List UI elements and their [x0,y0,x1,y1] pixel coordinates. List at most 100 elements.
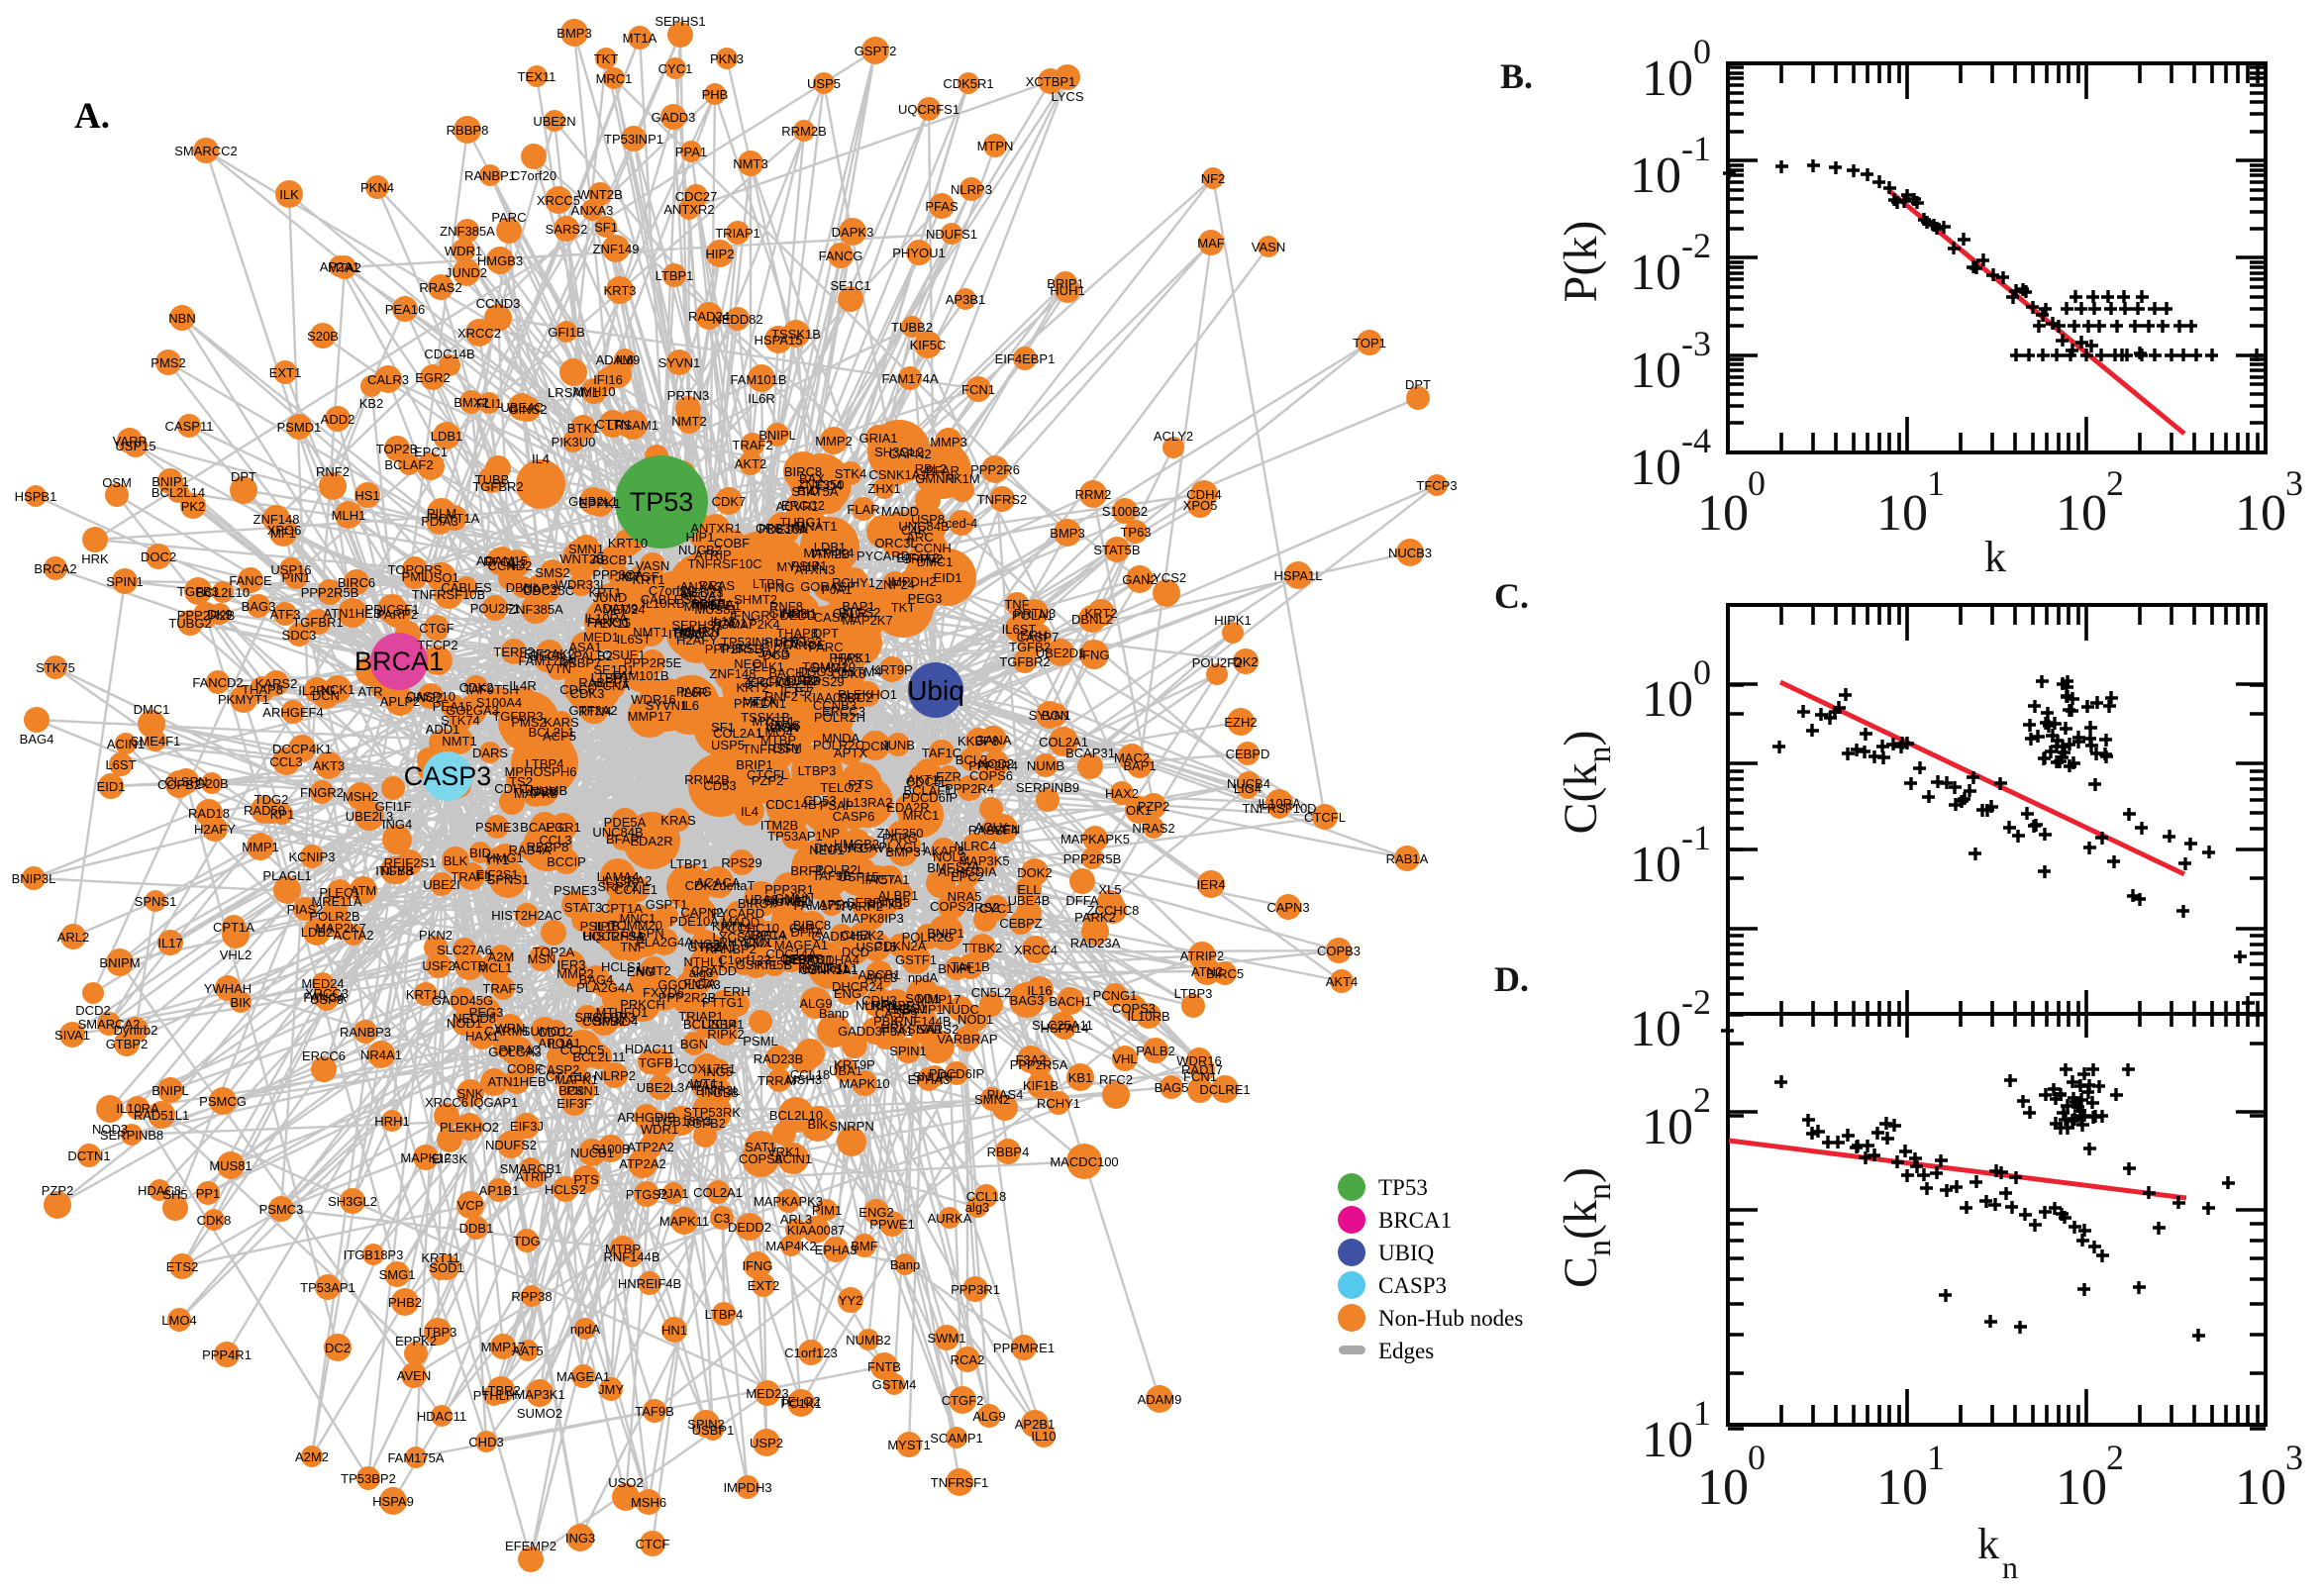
svg-text:PARP2: PARP2 [842,899,883,914]
svg-text:SERPINB9: SERPINB9 [1016,780,1079,795]
svg-text:ITGB8: ITGB8 [375,863,413,878]
svg-text:ING4: ING4 [382,817,412,832]
svg-text:ABCB1: ABCB1 [858,967,901,982]
svg-text:FAM101B: FAM101B [612,668,668,683]
svg-text:FANCD2: FANCD2 [192,675,243,690]
svg-text:CPT1A: CPT1A [601,901,643,916]
svg-text:KRT3: KRT3 [604,283,637,298]
svg-text:PSMC3: PSMC3 [259,1202,304,1217]
svg-text:MPHOSPH6: MPHOSPH6 [505,764,577,779]
svg-text:NMT1: NMT1 [633,625,667,640]
svg-text:IL6ST: IL6ST [617,632,652,647]
svg-text:H2AFY: H2AFY [676,633,718,648]
svg-text:L6ST: L6ST [105,757,136,772]
svg-text:CLSPN: CLSPN [621,926,663,941]
svg-text:SUMO1: SUMO1 [522,1024,567,1039]
svg-text:ITM2B: ITM2B [812,547,850,561]
svg-text:PHB: PHB [702,87,729,102]
svg-text:TP63: TP63 [1120,525,1151,540]
svg-text:CDC25C: CDC25C [523,583,574,598]
svg-text:HS1: HS1 [354,488,379,503]
svg-text:BC3: BC3 [558,1083,583,1098]
svg-text:C1orf123: C1orf123 [718,952,770,967]
svg-text:PIN1: PIN1 [282,570,311,585]
svg-text:BAG4: BAG4 [20,732,54,747]
svg-text:k: k [1977,1520,1999,1568]
svg-text:HMG1: HMG1 [486,850,524,865]
svg-text:DOC2: DOC2 [141,549,176,564]
svg-text:ERCC6: ERCC6 [302,1048,346,1063]
svg-text:RNF2: RNF2 [316,464,350,479]
svg-text:LYCS: LYCS [713,930,746,945]
svg-text:PEG3: PEG3 [469,1005,504,1020]
svg-text:HCLS1: HCLS1 [601,959,643,974]
svg-text:COX17E1: COX17E1 [678,1061,737,1076]
svg-text:TP53INP1: TP53INP1 [721,635,780,649]
svg-text:PLA2G4A: PLA2G4A [636,935,693,949]
svg-text:APP: APP [819,897,845,912]
svg-text:BIRC6: BIRC6 [338,575,375,590]
svg-text:SMAD4: SMAD4 [594,1014,639,1029]
svg-text:BNIPL: BNIPL [758,428,796,443]
svg-text:HN1: HN1 [661,1323,687,1338]
svg-text:UBE2L3: UBE2L3 [346,809,393,824]
svg-text:BCL2L14: BCL2L14 [152,485,205,500]
svg-text:PPA1: PPA1 [734,696,765,711]
svg-text:KRT9P: KRT9P [871,662,913,677]
svg-text:MMP17: MMP17 [481,1340,526,1354]
svg-text:PEG3: PEG3 [908,591,943,606]
svg-text:CASP10: CASP10 [406,689,455,704]
svg-text:LTBR2: LTBR2 [481,1383,521,1398]
svg-text:BACH1: BACH1 [768,665,811,680]
svg-text:IL6: IL6 [616,352,634,367]
svg-text:KKBP8: KKBP8 [958,734,999,748]
svg-text:SERPINB8: SERPINB8 [100,1128,163,1143]
svg-text:IRS2: IRS2 [971,900,1000,915]
svg-text:WNT2B: WNT2B [559,551,605,566]
svg-text:XCTBP1: XCTBP1 [1026,74,1076,89]
svg-text:NEO1: NEO1 [809,843,844,857]
svg-text:TGFBR3: TGFBR3 [584,1010,635,1025]
svg-text:PEA15: PEA15 [433,699,472,714]
svg-text:RCHY1: RCHY1 [832,575,875,590]
svg-text:RPS29: RPS29 [803,674,844,689]
svg-text:SDC3: SDC3 [282,628,317,643]
svg-text:DCLRE1: DCLRE1 [1199,1082,1250,1097]
svg-text:NEO1: NEO1 [734,656,768,671]
svg-text:XL5: XL5 [1098,882,1121,897]
svg-text:JMY: JMY [615,569,641,584]
svg-text:TNFRS2: TNFRS2 [977,492,1028,507]
svg-text:ACVR1: ACVR1 [775,499,818,514]
svg-text:PARC: PARC [808,640,843,654]
svg-text:LRSAM1: LRSAM1 [607,418,658,433]
svg-text:AP2A1: AP2A1 [320,259,359,274]
svg-text:ERCC6: ERCC6 [748,674,791,689]
svg-text:BNIPL: BNIPL [152,1083,189,1098]
svg-text:CTGF: CTGF [624,569,658,584]
svg-text:PKN4: PKN4 [360,180,394,195]
svg-text:C.: C. [1494,576,1529,616]
svg-text:RAD23A: RAD23A [1070,936,1121,950]
svg-text:WDR16: WDR16 [631,692,676,707]
svg-text:PYCARD: PYCARD [857,549,910,563]
svg-text:ABCB1: ABCB1 [592,552,635,567]
svg-text:BMX: BMX [744,936,772,950]
svg-text:IL2: IL2 [508,556,526,571]
svg-text:RAD18: RAD18 [188,806,230,821]
svg-text:BCL2: BCL2 [956,752,988,767]
svg-text:CDH1: CDH1 [494,781,529,796]
svg-text:COPS7: COPS7 [582,1014,626,1029]
svg-text:CD53: CD53 [803,793,836,808]
svg-text:FCN1: FCN1 [961,382,995,397]
svg-text:CTGF: CTGF [419,621,454,636]
svg-text:SPIN2: SPIN2 [687,1417,725,1432]
svg-text:PLEKHO2: PLEKHO2 [440,1120,499,1135]
svg-text:EGR2: EGR2 [415,370,450,385]
svg-text:COPS8: COPS8 [739,1151,782,1166]
svg-text:TKT: TKT [594,51,619,66]
svg-text:SPIN1: SPIN1 [889,1044,927,1058]
svg-text:MAPK8IP3: MAPK8IP3 [841,911,904,926]
svg-text:RAD51L1: RAD51L1 [134,1108,189,1123]
svg-text:GFI1F: GFI1F [375,799,412,814]
svg-text:ENG2: ENG2 [858,1205,893,1220]
